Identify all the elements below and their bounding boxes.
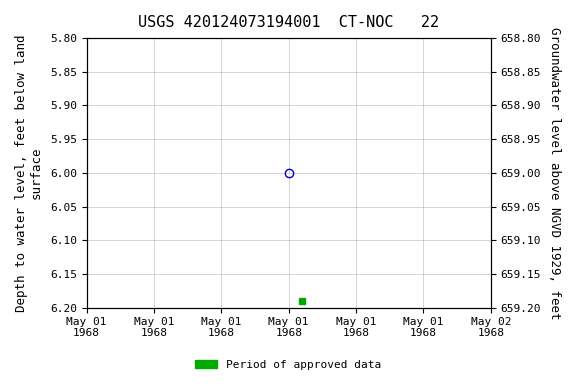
- Title: USGS 420124073194001  CT-NOC   22: USGS 420124073194001 CT-NOC 22: [138, 15, 439, 30]
- Legend: Period of approved data: Period of approved data: [191, 356, 385, 375]
- Y-axis label: Depth to water level, feet below land
surface: Depth to water level, feet below land su…: [15, 34, 43, 312]
- Y-axis label: Groundwater level above NGVD 1929, feet: Groundwater level above NGVD 1929, feet: [548, 26, 561, 319]
